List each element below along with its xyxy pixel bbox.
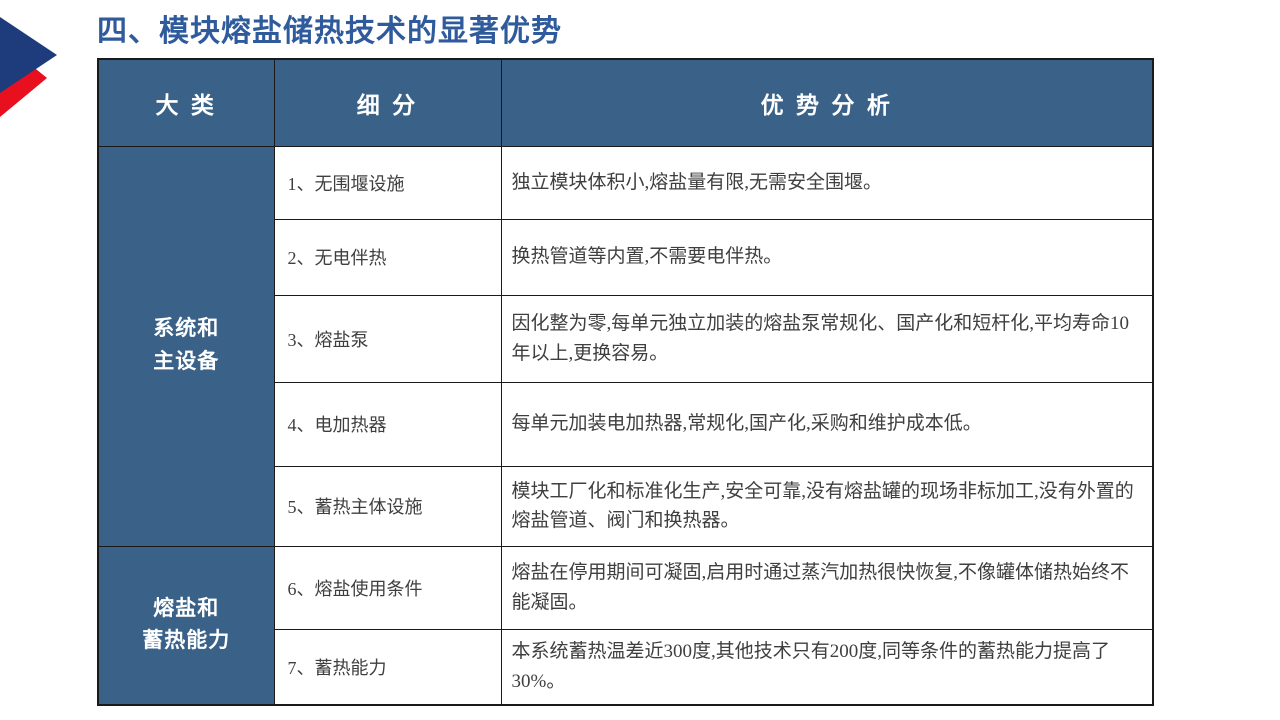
subdivision-cell: 5、蓄热主体设施	[273, 465, 502, 547]
blue-triangle-icon	[0, 17, 57, 93]
analysis-cell: 本系统蓄热温差近300度,其他技术只有200度,同等条件的蓄热能力提高了30%。	[500, 628, 1154, 706]
analysis-cell: 熔盐在停用期间可凝固,启用时通过蒸汽加热很快恢复,不像罐体储热始终不能凝固。	[500, 545, 1154, 630]
header-cell-category: 大 类	[97, 58, 275, 147]
table-row: 3、熔盐泵 因化整为零,每单元独立加装的熔盐泵常规化、国产化和短杆化,平均寿命1…	[98, 294, 1154, 383]
page-title: 四、模块熔盐储热技术的显著优势	[97, 15, 562, 48]
table-row: 5、蓄热主体设施 模块工厂化和标准化生产,安全可靠,没有熔盐罐的现场非标加工,没…	[98, 465, 1154, 547]
header-row: 大 类 细 分 优 势 分 析	[97, 58, 1154, 147]
table-row: 7、蓄热能力 本系统蓄热温差近300度,其他技术只有200度,同等条件的蓄热能力…	[98, 628, 1154, 706]
category-cell-system-and-equipment: 系统和 主设备	[97, 145, 275, 547]
subdivision-cell: 1、无围堰设施	[273, 145, 502, 220]
analysis-cell: 每单元加装电加热器,常规化,国产化,采购和维护成本低。	[500, 381, 1154, 467]
analysis-cell: 换热管道等内置,不需要电伴热。	[500, 218, 1154, 296]
corner-arrow-decoration	[0, 17, 57, 117]
subdivision-cell: 2、无电伴热	[273, 218, 502, 296]
subdivision-cell: 3、熔盐泵	[273, 294, 502, 383]
table-row: 熔盐和 蓄热能力 6、熔盐使用条件 熔盐在停用期间可凝固,启用时通过蒸汽加热很快…	[97, 545, 1154, 706]
analysis-cell: 模块工厂化和标准化生产,安全可靠,没有熔盐罐的现场非标加工,没有外置的熔盐管道、…	[500, 465, 1154, 547]
table-row: 2、无电伴热 换热管道等内置,不需要电伴热。	[98, 218, 1154, 296]
table-row: 4、电加热器 每单元加装电加热器,常规化,国产化,采购和维护成本低。	[98, 381, 1154, 467]
analysis-cell: 因化整为零,每单元独立加装的熔盐泵常规化、国产化和短杆化,平均寿命10年以上,更…	[500, 294, 1154, 383]
subdivision-cell: 4、电加热器	[273, 381, 502, 467]
analysis-cell: 独立模块体积小,熔盐量有限,无需安全围堰。	[500, 145, 1154, 220]
advantages-table: 大 类 细 分 优 势 分 析 系统和 主设备 1、无围堰设施 独立模块体积小,…	[97, 58, 1154, 706]
category-cell-molten-salt-capacity: 熔盐和 蓄热能力	[97, 545, 275, 706]
subdivision-cell: 7、蓄热能力	[273, 628, 502, 706]
header-cell-subdivision: 细 分	[273, 58, 502, 147]
subdivision-cell: 6、熔盐使用条件	[273, 545, 502, 630]
header-cell-analysis: 优 势 分 析	[500, 58, 1154, 147]
table-row: 系统和 主设备 1、无围堰设施 独立模块体积小,熔盐量有限,无需安全围堰。	[97, 145, 1154, 547]
